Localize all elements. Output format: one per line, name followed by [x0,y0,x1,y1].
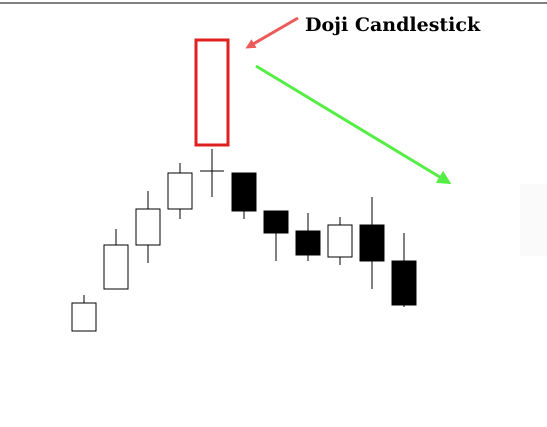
doji-highlight-box [194,38,230,147]
doji-annotation-label: Doji Candlestick [305,14,481,36]
candle-body-4 [167,172,193,210]
label-arrow [245,16,299,49]
candle-body-7 [263,210,289,234]
candle-body-9 [327,224,353,258]
candle-body-3 [135,208,161,246]
candle-body-2 [103,244,129,290]
side-panel [520,184,547,256]
candle-body-10 [359,224,385,262]
candle-body-8 [295,230,321,256]
candle-body-11 [391,260,417,306]
candle-body-1 [71,302,97,332]
trend-arrow [255,64,452,185]
candle-body-6 [231,172,257,212]
